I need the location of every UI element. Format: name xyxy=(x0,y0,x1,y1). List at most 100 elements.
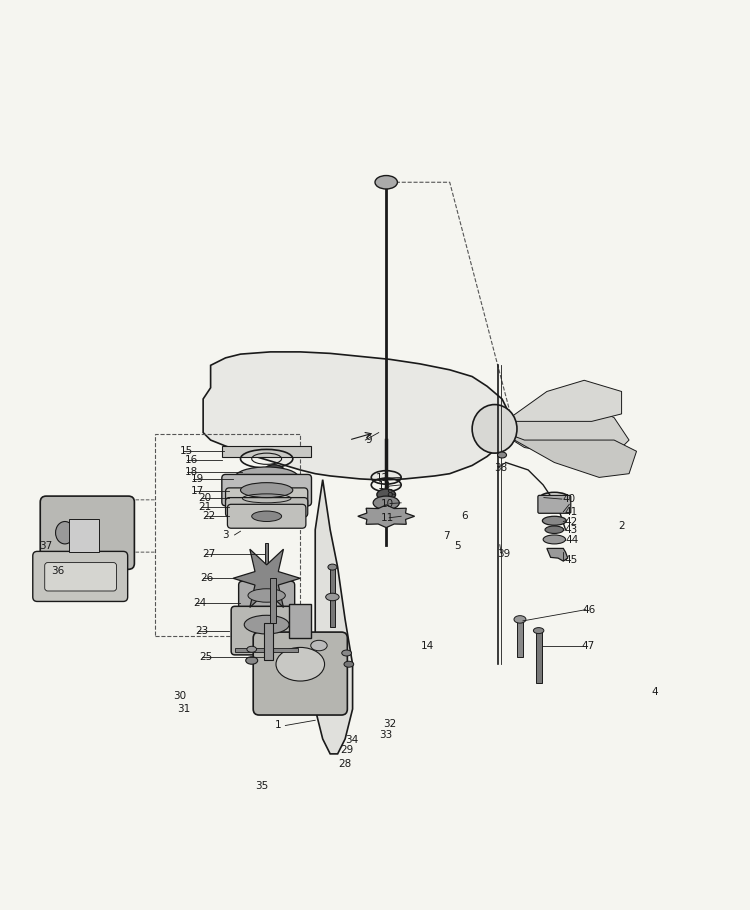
Text: 2: 2 xyxy=(618,521,625,531)
Ellipse shape xyxy=(247,646,256,652)
Bar xyxy=(266,543,268,566)
Bar xyxy=(536,631,542,682)
Text: 9: 9 xyxy=(366,435,372,445)
Text: 44: 44 xyxy=(566,535,579,545)
Ellipse shape xyxy=(246,657,258,664)
Polygon shape xyxy=(494,403,629,455)
Bar xyxy=(222,446,311,457)
Text: 20: 20 xyxy=(198,493,211,503)
Ellipse shape xyxy=(344,662,354,667)
Ellipse shape xyxy=(248,589,285,602)
Polygon shape xyxy=(315,480,352,753)
Ellipse shape xyxy=(263,465,285,481)
Text: 46: 46 xyxy=(583,604,596,614)
FancyBboxPatch shape xyxy=(226,498,308,517)
Text: 1: 1 xyxy=(274,721,281,731)
Ellipse shape xyxy=(542,516,566,525)
Text: 38: 38 xyxy=(494,462,507,472)
Text: 3: 3 xyxy=(222,530,229,540)
Text: 26: 26 xyxy=(200,573,214,583)
Text: 17: 17 xyxy=(191,486,205,496)
Text: 10: 10 xyxy=(381,499,394,509)
Text: 14: 14 xyxy=(421,641,434,651)
Ellipse shape xyxy=(342,650,352,656)
Text: 16: 16 xyxy=(184,455,198,465)
Ellipse shape xyxy=(326,593,339,601)
Text: 23: 23 xyxy=(195,625,208,635)
Bar xyxy=(236,648,298,652)
Text: 22: 22 xyxy=(202,511,216,521)
Text: 39: 39 xyxy=(497,549,510,559)
FancyBboxPatch shape xyxy=(231,606,302,655)
Text: 19: 19 xyxy=(190,474,204,484)
Ellipse shape xyxy=(328,564,337,570)
Ellipse shape xyxy=(376,489,395,500)
Ellipse shape xyxy=(310,641,327,651)
FancyBboxPatch shape xyxy=(226,488,308,509)
Ellipse shape xyxy=(472,405,517,453)
Text: 43: 43 xyxy=(565,525,578,535)
Text: 42: 42 xyxy=(564,517,578,527)
Text: 36: 36 xyxy=(51,566,64,576)
Text: 24: 24 xyxy=(194,598,207,608)
Ellipse shape xyxy=(533,628,544,633)
Bar xyxy=(69,519,98,552)
Text: 41: 41 xyxy=(564,507,578,517)
Text: 30: 30 xyxy=(172,692,186,702)
Text: 25: 25 xyxy=(200,652,213,662)
Text: 6: 6 xyxy=(461,511,468,521)
FancyBboxPatch shape xyxy=(538,495,571,513)
FancyBboxPatch shape xyxy=(254,632,347,715)
Polygon shape xyxy=(233,549,300,607)
FancyBboxPatch shape xyxy=(222,474,311,506)
Text: 35: 35 xyxy=(255,781,268,791)
Text: 15: 15 xyxy=(180,446,194,456)
Polygon shape xyxy=(358,505,415,528)
Ellipse shape xyxy=(514,616,526,623)
Text: 28: 28 xyxy=(338,759,352,769)
Ellipse shape xyxy=(375,176,398,189)
Ellipse shape xyxy=(235,467,298,488)
Text: 13: 13 xyxy=(377,481,391,491)
Text: 12: 12 xyxy=(376,473,389,483)
Text: 21: 21 xyxy=(198,502,211,512)
Ellipse shape xyxy=(276,647,325,681)
Text: 32: 32 xyxy=(383,719,397,729)
Ellipse shape xyxy=(545,526,564,533)
Ellipse shape xyxy=(244,615,289,634)
Ellipse shape xyxy=(497,452,506,458)
Polygon shape xyxy=(494,380,622,429)
FancyBboxPatch shape xyxy=(238,581,295,624)
Text: 47: 47 xyxy=(581,641,595,651)
Ellipse shape xyxy=(56,521,74,544)
Polygon shape xyxy=(203,352,509,480)
Ellipse shape xyxy=(241,482,292,498)
Bar xyxy=(265,623,274,661)
Text: 5: 5 xyxy=(454,541,460,551)
Bar xyxy=(330,567,334,627)
Text: 7: 7 xyxy=(443,531,450,541)
Ellipse shape xyxy=(252,511,281,521)
Text: 8: 8 xyxy=(387,489,393,499)
Bar xyxy=(517,620,523,657)
Text: 40: 40 xyxy=(562,494,576,504)
FancyBboxPatch shape xyxy=(45,562,116,591)
Polygon shape xyxy=(494,429,637,478)
Text: 33: 33 xyxy=(379,730,392,740)
Text: 18: 18 xyxy=(184,467,198,477)
Text: 37: 37 xyxy=(40,541,53,551)
FancyBboxPatch shape xyxy=(227,504,306,528)
Text: 45: 45 xyxy=(564,554,578,564)
Ellipse shape xyxy=(543,535,566,544)
Text: 31: 31 xyxy=(177,704,190,714)
FancyBboxPatch shape xyxy=(40,496,134,570)
Ellipse shape xyxy=(374,496,399,510)
Text: 27: 27 xyxy=(202,550,216,560)
Text: 34: 34 xyxy=(345,735,358,745)
Text: 4: 4 xyxy=(652,687,658,697)
Text: 29: 29 xyxy=(340,745,353,755)
Bar xyxy=(289,604,311,638)
FancyBboxPatch shape xyxy=(33,551,128,602)
Text: 11: 11 xyxy=(380,512,394,522)
Bar xyxy=(271,578,276,623)
